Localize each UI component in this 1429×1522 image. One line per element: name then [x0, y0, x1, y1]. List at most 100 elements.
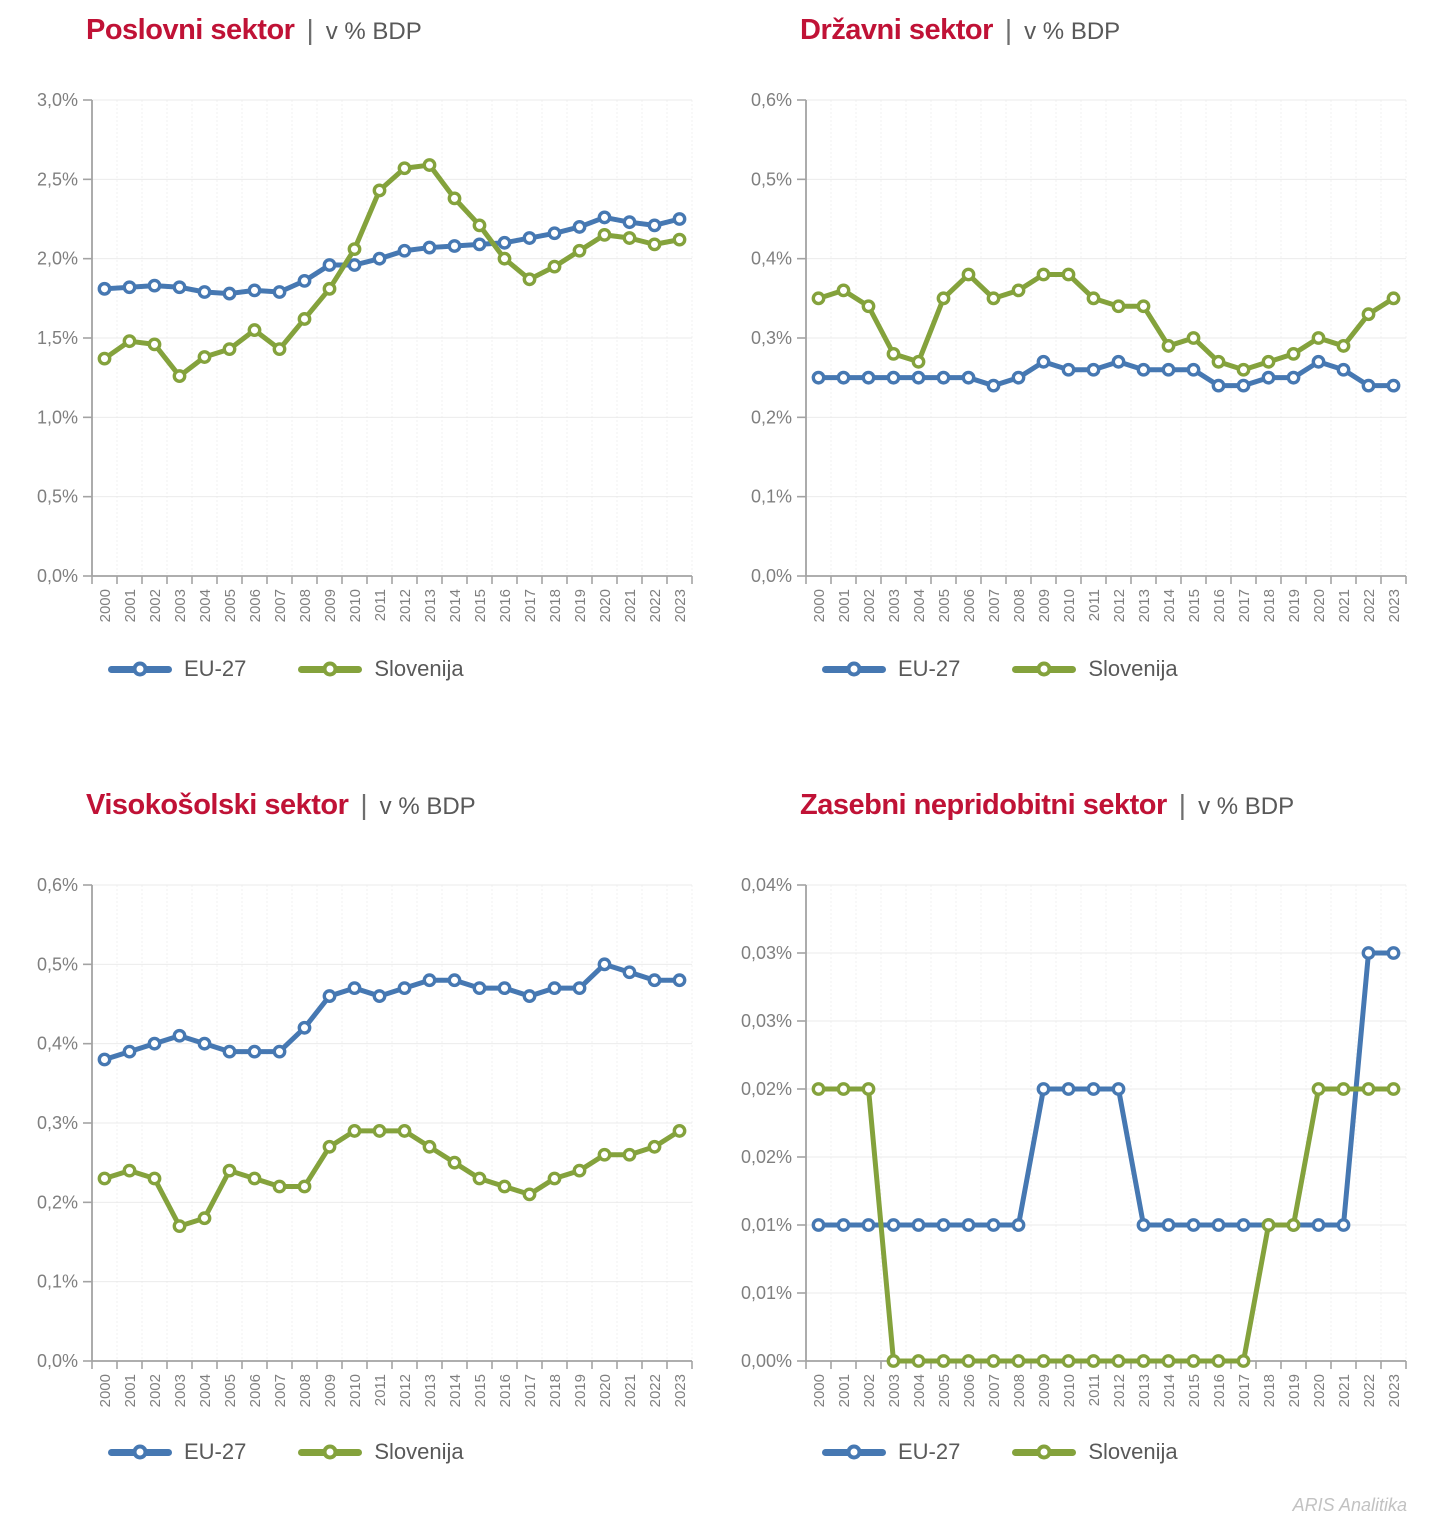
legend-label-eu27: EU-27	[184, 656, 247, 681]
data-point-marker	[1386, 378, 1401, 393]
y-axis-tick-label: 1,5%	[37, 328, 78, 348]
data-point-marker	[1161, 362, 1176, 377]
data-point-marker	[986, 1354, 1001, 1368]
y-axis-tick-label: 0,3%	[751, 328, 792, 348]
x-axis-tick-label: 2022	[1361, 1374, 1378, 1407]
data-point-marker	[1286, 1218, 1301, 1232]
chart-title: Državni sektor	[800, 14, 993, 46]
x-axis-tick-label: 2002	[861, 589, 878, 622]
x-axis-tick-label: 2015	[1186, 1374, 1203, 1407]
x-axis-tick-label: 2020	[1311, 1374, 1328, 1407]
x-axis-tick-label: 2018	[1261, 589, 1278, 622]
data-point-marker	[422, 240, 437, 255]
data-point-marker	[936, 370, 951, 385]
data-point-marker	[647, 1139, 662, 1154]
y-axis-tick-label: 0,02%	[741, 1147, 792, 1167]
data-point-marker	[497, 235, 512, 250]
data-point-marker	[472, 1171, 487, 1186]
data-point-marker	[1111, 1354, 1126, 1368]
x-axis-tick-label: 2008	[297, 589, 314, 622]
data-point-marker	[836, 1218, 851, 1232]
data-point-marker	[986, 291, 1001, 306]
data-point-marker	[886, 346, 901, 361]
legend-item-slovenija: Slovenija	[298, 1439, 464, 1465]
x-axis-tick-label: 2009	[322, 589, 339, 622]
x-axis-tick-label: 2016	[1211, 589, 1228, 622]
data-point-marker	[1211, 1354, 1226, 1368]
data-point-marker	[122, 1163, 137, 1178]
y-axis-tick-label: 0,5%	[37, 954, 78, 974]
data-point-marker	[122, 1044, 137, 1059]
data-point-marker	[597, 957, 612, 972]
x-axis-tick-label: 2023	[1386, 589, 1403, 622]
data-point-marker	[1261, 1218, 1276, 1232]
data-point-marker	[422, 1139, 437, 1154]
x-axis-tick-label: 2008	[1011, 1374, 1028, 1407]
chart-title-block: Zasebni nepridobitni sektor | v % BDP	[800, 789, 1428, 825]
chart-panel-zasebni-nepridobitni-sektor: Zasebni nepridobitni sektor | v % BDP 0,…	[714, 761, 1428, 1522]
data-point-marker	[572, 243, 587, 258]
data-point-marker	[1136, 1354, 1151, 1368]
source-credit: ARIS Analitika	[1292, 1495, 1407, 1515]
data-point-marker	[647, 218, 662, 233]
x-axis-tick-label: 2017	[1236, 589, 1253, 622]
x-axis-tick-label: 2019	[572, 1374, 589, 1407]
series-slovenija	[811, 1082, 1401, 1368]
data-point-marker	[397, 981, 412, 996]
x-axis-tick-label: 2012	[1111, 1374, 1128, 1407]
x-axis-tick-label: 2014	[447, 1374, 464, 1407]
x-axis-tick-label: 2023	[672, 1374, 689, 1407]
x-axis-tick-label: 2000	[97, 1374, 114, 1407]
data-point-marker	[397, 1124, 412, 1138]
data-point-marker	[1311, 354, 1326, 369]
legend-marker-slovenija-icon	[1012, 661, 1077, 677]
data-point-marker	[572, 220, 587, 234]
legend-marker-eu27-icon	[108, 1444, 172, 1460]
data-point-marker	[622, 231, 637, 245]
x-axis-tick-label: 2007	[272, 589, 289, 622]
x-axis-tick-label: 2018	[1261, 1374, 1278, 1407]
x-axis-tick-label: 2020	[597, 589, 614, 622]
data-point-marker	[597, 210, 612, 225]
series-eu-27	[811, 354, 1401, 393]
data-point-marker	[322, 1139, 337, 1154]
data-point-marker	[1036, 1082, 1051, 1096]
data-point-marker	[347, 242, 362, 257]
data-point-marker	[961, 1354, 976, 1368]
x-axis-tick-label: 2019	[1286, 1374, 1303, 1407]
line-chart-drzavni-sektor: 0,0% 0,1% 0,2% 0,3% 0,4% 0,5% 0,6% 2000 2001 2002…	[751, 90, 1407, 622]
legend-item-slovenija: Slovenija	[1012, 1439, 1178, 1465]
x-axis-tick-label: 2015	[1186, 589, 1203, 622]
data-point-marker	[97, 1171, 112, 1186]
data-point-marker	[1011, 1354, 1026, 1368]
plot-area: 0,00% 0,01% 0,01% 0,02% 0,02% 0,03% 0,03% 0,04%…	[741, 875, 1407, 1407]
y-axis-tick-label: 2,0%	[37, 249, 78, 269]
data-point-marker	[1136, 299, 1151, 314]
data-point-marker	[522, 989, 537, 1003]
x-axis-tick-label: 2009	[322, 1374, 339, 1407]
data-point-marker	[1286, 346, 1301, 361]
data-point-marker	[522, 272, 537, 287]
data-point-marker	[222, 1163, 237, 1178]
x-axis-tick-label: 2023	[1386, 1374, 1403, 1407]
data-point-marker	[622, 965, 637, 980]
chart-title-block: Visokošolski sektor | v % BDP	[86, 789, 714, 825]
x-axis-tick-label: 2006	[247, 1374, 264, 1407]
x-axis-tick-label: 2017	[1236, 1374, 1253, 1407]
x-axis-tick-label: 2007	[272, 1374, 289, 1407]
x-axis-tick-label: 2011	[372, 1374, 389, 1406]
x-axis-tick-label: 2021	[1336, 589, 1353, 622]
data-point-marker	[1386, 946, 1401, 960]
legend-label-slovenija: Slovenija	[1088, 1439, 1178, 1464]
data-point-marker	[1186, 331, 1201, 345]
x-axis-tick-label: 2000	[97, 589, 114, 622]
data-point-marker	[1161, 1218, 1176, 1232]
x-axis-tick-label: 2015	[472, 1374, 489, 1407]
data-point-marker	[1361, 1082, 1376, 1096]
data-point-marker	[322, 258, 337, 272]
data-point-marker	[197, 1211, 212, 1226]
legend-dot-icon	[132, 661, 148, 677]
y-axis-tick-label: 0,01%	[741, 1283, 792, 1303]
x-axis-tick-label: 2015	[472, 589, 489, 622]
